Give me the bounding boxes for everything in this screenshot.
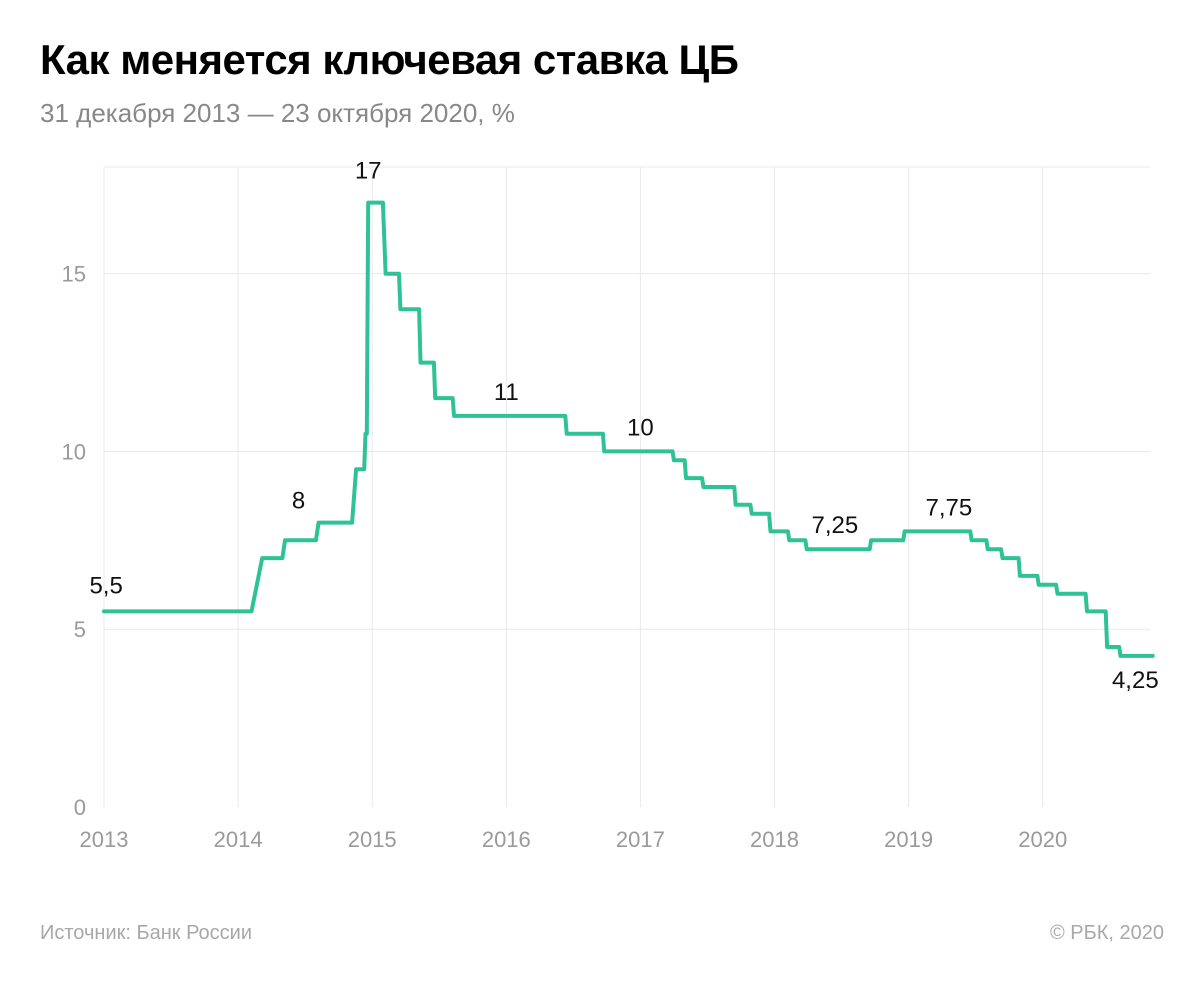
y-tick-label: 15 <box>62 262 86 287</box>
data-annotation: 8 <box>292 488 305 515</box>
x-tick-label: 2017 <box>616 827 665 852</box>
x-tick-label: 2020 <box>1018 827 1067 852</box>
x-tick-label: 2018 <box>750 827 799 852</box>
data-annotation: 5,5 <box>89 572 122 599</box>
copyright-label: © РБК, 2020 <box>1050 922 1164 945</box>
chart-title: Как меняется ключевая ставка ЦБ <box>40 36 1164 84</box>
y-tick-label: 5 <box>74 617 86 642</box>
data-annotation: 4,25 <box>1112 667 1159 694</box>
data-annotation: 10 <box>627 414 654 441</box>
x-tick-label: 2016 <box>482 827 531 852</box>
chart-subtitle: 31 декабря 2013 — 23 октября 2020, % <box>40 98 1164 129</box>
data-annotation: 7,25 <box>811 512 858 539</box>
x-tick-label: 2019 <box>884 827 933 852</box>
y-tick-label: 0 <box>74 795 86 820</box>
data-annotation: 17 <box>355 158 382 185</box>
source-label: Источник: Банк России <box>40 922 252 945</box>
y-tick-label: 10 <box>62 439 86 464</box>
data-annotation: 11 <box>494 379 519 406</box>
data-annotation: 7,75 <box>925 494 972 521</box>
x-tick-label: 2013 <box>80 827 129 852</box>
line-chart-svg: 0 5 10 15 2013 2014 2015 2016 2017 2018 2019 2020 5,… <box>40 157 1170 877</box>
chart-area: 0 5 10 15 2013 2014 2015 2016 2017 2018 2019 2020 5,… <box>40 157 1164 877</box>
x-tick-label: 2014 <box>214 827 263 852</box>
x-tick-label: 2015 <box>348 827 397 852</box>
